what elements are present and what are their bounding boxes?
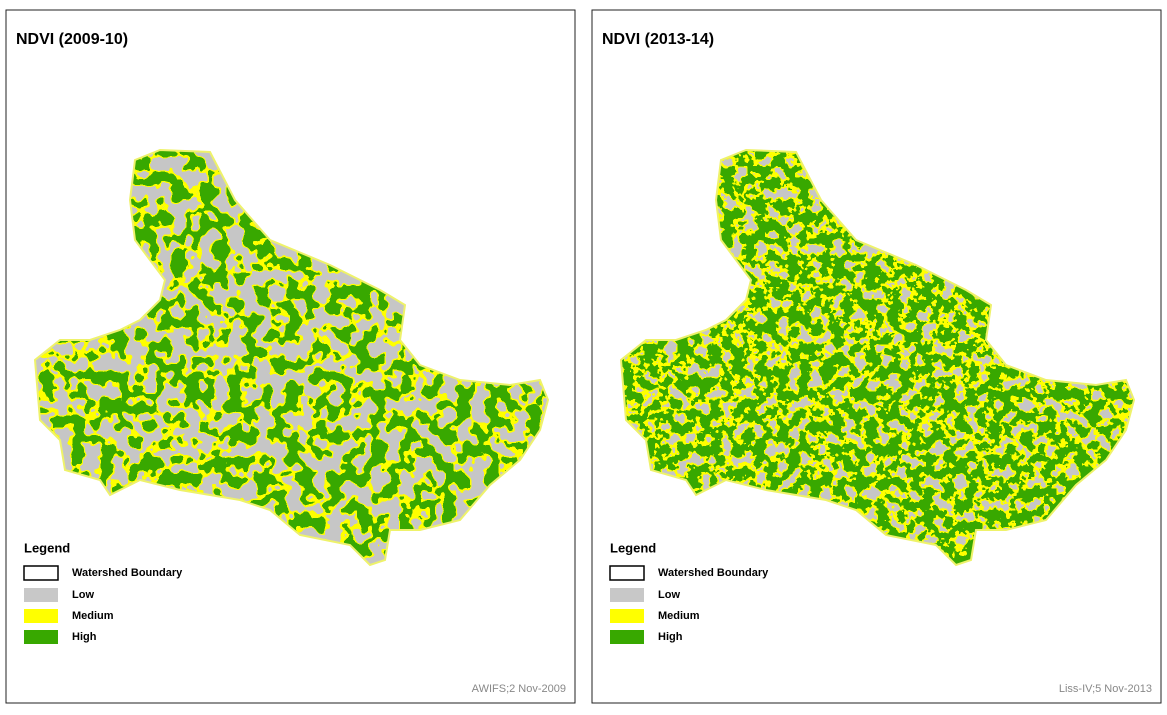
legend-label: Low — [658, 589, 680, 601]
legend-label: High — [72, 631, 97, 643]
watershed-boundary — [33, 148, 550, 567]
source-note: AWIFS;2 Nov-2009 — [472, 683, 566, 695]
legend-label: High — [658, 631, 683, 643]
legend-swatch — [609, 565, 645, 581]
legend-label: Medium — [658, 610, 700, 622]
legend-label: Watershed Boundary — [72, 567, 183, 579]
legend-title: Legend — [610, 540, 656, 555]
legend-swatch — [24, 609, 58, 623]
source-note: Liss-IV;5 Nov-2013 — [1059, 683, 1152, 695]
legend-swatch — [24, 588, 58, 602]
legend-label: Low — [72, 589, 94, 601]
legend-swatch — [610, 609, 644, 623]
legend-label: Watershed Boundary — [658, 567, 769, 579]
legend-swatch — [610, 588, 644, 602]
legend-title: Legend — [24, 540, 70, 555]
legend-swatch — [24, 630, 58, 644]
legend-swatch — [23, 565, 59, 581]
panel-title: NDVI (2013-14) — [602, 31, 714, 48]
panel-title: NDVI (2009-10) — [16, 31, 128, 48]
watershed-boundary — [619, 148, 1136, 567]
legend-swatch — [610, 630, 644, 644]
legend-label: Medium — [72, 610, 114, 622]
